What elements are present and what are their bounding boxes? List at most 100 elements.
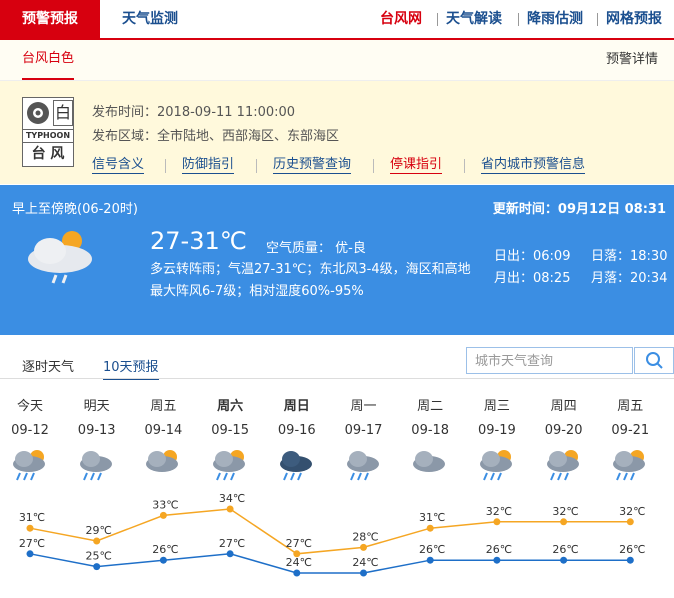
issue-area: 发布区域：全市陆地、西部海区、东部海区 xyxy=(92,129,340,144)
date-label: 09-15 xyxy=(211,423,249,438)
today-icon xyxy=(28,231,92,284)
nav-link[interactable]: 降雨估测 xyxy=(527,11,583,27)
warning-bar: 台风白色 预警详情 xyxy=(0,40,674,81)
warning-link[interactable]: 停课指引 xyxy=(390,157,443,174)
forecast-tab[interactable]: 逐时天气 xyxy=(22,360,75,375)
cloud xyxy=(615,451,634,467)
temperature-label: 28℃ xyxy=(352,530,378,543)
weather-icon xyxy=(213,450,246,481)
day-label: 明天 xyxy=(83,399,110,414)
warning-link[interactable]: 历史预警查询 xyxy=(273,157,352,174)
temperature-label: 32℃ xyxy=(619,505,645,518)
updated: 更新时间：09月12日 08:31 xyxy=(492,202,666,217)
cloud xyxy=(548,451,567,467)
temperature-label: 26℃ xyxy=(152,543,178,556)
nav-link[interactable]: 天气解读 xyxy=(446,11,502,27)
issue-time: 发布时间：2018-09-11 11:00:00 xyxy=(92,105,296,120)
temperature-line xyxy=(29,553,631,574)
search-icon xyxy=(646,352,663,369)
day-label: 周四 xyxy=(550,399,577,414)
typhoon-icon: 白 TYPHOON 台 风 xyxy=(22,97,74,167)
separator xyxy=(373,159,374,173)
rain xyxy=(89,472,95,481)
rain xyxy=(223,472,229,481)
nav-link[interactable]: 网格预报 xyxy=(606,11,662,27)
rain xyxy=(482,472,488,481)
cloud xyxy=(281,451,300,467)
separator xyxy=(256,159,257,173)
sun-time: 日出：06:09 xyxy=(494,249,571,264)
date-label: 09-19 xyxy=(478,423,516,438)
rain xyxy=(356,472,362,481)
search-button[interactable] xyxy=(634,347,674,374)
temperature-chart: 31℃ 29℃ 33℃ 34℃ 27℃ 28℃ 31℃ 32℃ 32℃ 32℃ 27℃ 25℃ 26℃ 2… xyxy=(19,492,645,577)
cloud xyxy=(481,451,500,467)
temperature-label: 27℃ xyxy=(19,537,45,550)
date-label: 09-13 xyxy=(77,423,116,438)
temperature-point xyxy=(26,550,34,558)
temperature-point xyxy=(226,550,234,558)
rain xyxy=(563,472,569,481)
date-label: 09-14 xyxy=(144,423,183,438)
day-label: 周五 xyxy=(617,399,644,414)
temperature-point xyxy=(93,563,101,571)
cloud xyxy=(148,451,167,467)
temperature-point xyxy=(626,518,634,526)
rain xyxy=(630,472,636,481)
typhoon-name: 台 风 xyxy=(31,146,65,162)
weather-icon xyxy=(613,450,646,481)
cloud xyxy=(81,451,100,467)
date-label: 09-16 xyxy=(277,423,316,438)
temperature-point xyxy=(293,569,301,577)
date-label: 09-21 xyxy=(611,423,650,438)
rain xyxy=(556,472,562,481)
rain xyxy=(496,472,502,481)
weather-icon xyxy=(413,451,446,472)
warning-tab[interactable]: 台风白色 xyxy=(22,40,75,80)
rain xyxy=(16,472,21,481)
temperature-point xyxy=(493,556,501,564)
weather-icon xyxy=(346,451,379,481)
warning-link[interactable]: 省内城市预警信息 xyxy=(481,157,586,174)
rain xyxy=(616,472,622,481)
forecast-tab[interactable]: 10天预报 xyxy=(103,356,159,380)
top-nav: 预警预报 天气监测 台风网 天气解读 降雨估测 网格预报 xyxy=(0,0,674,40)
warning-link[interactable]: 防御指引 xyxy=(182,157,235,174)
temperature-point xyxy=(626,556,634,564)
rain xyxy=(623,472,629,481)
temperature-label: 32℃ xyxy=(486,505,512,518)
temperature-label: 26℃ xyxy=(486,543,512,556)
temperature-label: 27℃ xyxy=(286,537,312,550)
warning-detail-link[interactable]: 预警详情 xyxy=(605,52,658,67)
rain xyxy=(549,472,555,481)
nav-tab[interactable]: 预警预报 xyxy=(0,0,100,38)
level: 白 xyxy=(53,100,73,126)
rain xyxy=(289,472,295,481)
cloud xyxy=(348,451,367,467)
temperature-point xyxy=(493,518,501,526)
temperature-label: 29℃ xyxy=(86,524,112,537)
temperature-label: 32℃ xyxy=(552,505,578,518)
search-input[interactable]: 城市天气查询 xyxy=(466,347,633,374)
day-label: 周三 xyxy=(483,399,510,414)
temperature-point xyxy=(293,550,301,558)
temperature-point xyxy=(426,556,434,564)
weather-icon xyxy=(13,450,45,481)
day-label: 周一 xyxy=(350,399,377,414)
nav-link[interactable]: 台风网 xyxy=(380,11,422,27)
cloud xyxy=(15,451,33,467)
period: 早上至傍晚(06-20时) xyxy=(12,202,138,217)
temperature-label: 26℃ xyxy=(619,543,645,556)
temperature-label: 33℃ xyxy=(152,498,178,511)
weather-icon xyxy=(146,450,179,472)
sun-time: 月落：20:34 xyxy=(591,271,668,286)
nav-tab[interactable]: 天气监测 xyxy=(122,11,178,27)
day-label: 周二 xyxy=(417,399,444,414)
temperature-point xyxy=(560,518,568,526)
temperature-label: 27℃ xyxy=(219,537,245,550)
temperature-point xyxy=(360,543,367,551)
air-quality: 空气质量： 优-良 xyxy=(266,241,366,256)
temperature-label: 24℃ xyxy=(286,556,312,569)
warning-link[interactable]: 信号含义 xyxy=(92,157,145,174)
